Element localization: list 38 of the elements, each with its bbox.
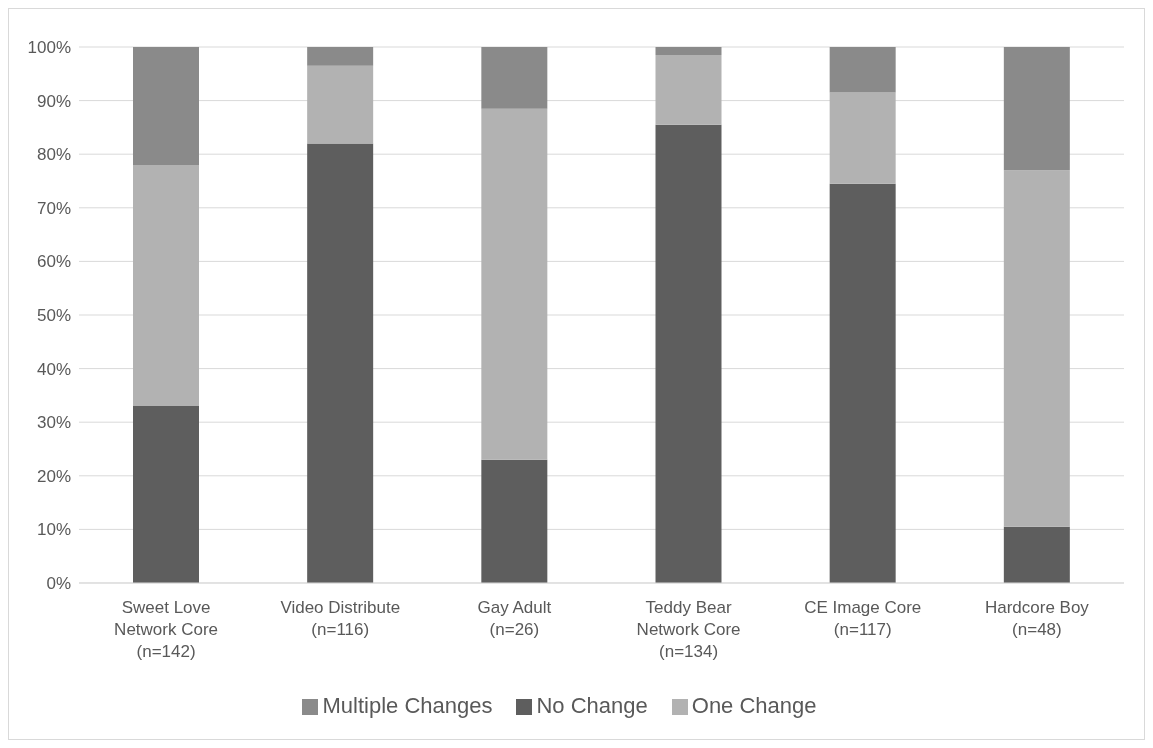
bar [307,143,374,583]
y-tick-label: 30% [36,413,71,433]
y-tick-label: 10% [36,520,71,540]
x-tick-label: Hardcore Boy (n=48) [984,598,1090,639]
bar [307,47,374,66]
legend-label: One Change [691,693,817,718]
x-tick-label: Teddy Bear Network Core (n=134) [636,598,741,661]
x-tick-label: CE Image Core (n=117) [804,598,922,639]
y-tick-label: 0% [46,574,71,594]
y-tick-label: 50% [36,306,71,326]
bar [481,47,548,109]
x-tick-label: Video Distribute (n=116) [280,598,401,639]
bar [1003,170,1070,527]
bar [481,108,548,460]
bar [655,55,722,125]
bar [829,92,896,184]
x-tick-label: Gay Adult (n=26) [477,598,552,639]
legend-label: No Change [536,693,648,718]
bar [133,406,199,583]
y-tick-label: 60% [36,252,71,272]
y-tick-label: 70% [36,198,71,218]
bar [655,47,722,56]
bar [307,65,374,144]
y-tick-label: 80% [36,145,71,165]
bar [655,124,722,583]
y-tick-label: 20% [36,466,71,486]
bar [133,47,199,165]
bar [133,164,199,407]
bar [1003,47,1070,171]
x-tick-label: Sweet Love Network Core (n=142) [114,598,219,661]
y-tick-label: 40% [36,359,71,379]
y-tick-label: 100% [27,38,71,58]
y-tick-label: 90% [36,91,71,111]
bar [829,183,896,583]
legend-label: Multiple Changes [322,693,493,718]
bar [829,47,896,93]
bar [1003,526,1070,583]
bar [481,459,548,583]
